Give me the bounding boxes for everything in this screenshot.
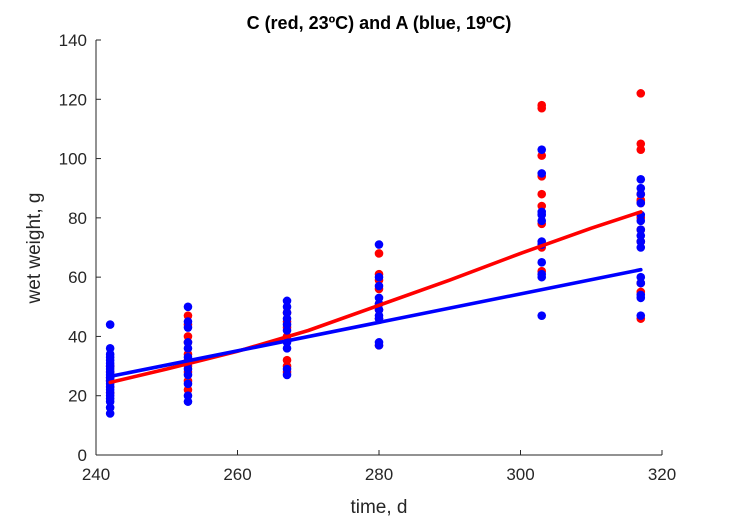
x-axis-label: time, d bbox=[350, 497, 407, 518]
chart-title: C (red, 23ºC) and A (blue, 19ºC) bbox=[247, 13, 512, 33]
data-point bbox=[105, 343, 115, 353]
data-point bbox=[183, 317, 193, 326]
data-point bbox=[282, 302, 292, 312]
series-1-fit-line bbox=[108, 267, 643, 379]
data-point bbox=[374, 338, 384, 347]
data-point bbox=[636, 189, 646, 199]
data-point bbox=[374, 249, 384, 258]
data-point bbox=[105, 403, 115, 412]
plot-area bbox=[105, 89, 646, 418]
data-point bbox=[537, 151, 547, 160]
data-point bbox=[282, 320, 292, 329]
data-point bbox=[636, 290, 646, 300]
x-tick-label: 320 bbox=[648, 465, 676, 484]
data-point bbox=[537, 100, 547, 110]
y-tick-label: 120 bbox=[59, 90, 87, 109]
data-point bbox=[282, 364, 292, 374]
data-point bbox=[636, 278, 646, 288]
data-point bbox=[183, 343, 193, 353]
y-tick-label: 0 bbox=[78, 446, 87, 465]
data-point bbox=[105, 349, 115, 359]
data-point bbox=[537, 201, 547, 211]
data-point bbox=[183, 302, 193, 312]
y-tick-label: 80 bbox=[68, 209, 87, 228]
data-point bbox=[183, 323, 193, 332]
y-tick-label: 100 bbox=[59, 150, 87, 169]
data-point bbox=[537, 269, 547, 279]
data-point bbox=[282, 326, 292, 335]
x-tick-label: 280 bbox=[365, 465, 393, 484]
data-point bbox=[183, 379, 193, 389]
data-point bbox=[636, 198, 646, 208]
data-point bbox=[636, 237, 646, 246]
y-tick-label: 20 bbox=[68, 387, 87, 406]
data-point bbox=[636, 311, 646, 320]
data-point bbox=[636, 89, 646, 98]
data-point bbox=[636, 225, 646, 235]
data-point bbox=[282, 355, 292, 365]
data-point bbox=[282, 296, 292, 306]
data-point bbox=[183, 397, 193, 406]
data-point bbox=[183, 370, 193, 380]
data-point bbox=[282, 343, 292, 353]
data-point bbox=[183, 311, 193, 320]
y-tick-label: 140 bbox=[59, 31, 87, 50]
data-point bbox=[636, 272, 646, 282]
data-point bbox=[636, 175, 646, 184]
data-point bbox=[537, 311, 547, 320]
data-point bbox=[374, 281, 384, 291]
data-point bbox=[183, 364, 193, 374]
data-point bbox=[105, 409, 115, 418]
data-point bbox=[282, 370, 292, 380]
series-1-points bbox=[105, 145, 646, 418]
data-point bbox=[183, 385, 193, 395]
data-point bbox=[636, 216, 646, 226]
data-point bbox=[183, 391, 193, 401]
data-point bbox=[636, 139, 646, 149]
data-point bbox=[537, 145, 547, 154]
data-point bbox=[636, 145, 646, 154]
y-tick-label: 60 bbox=[68, 268, 87, 287]
series-0-fit-line bbox=[108, 210, 643, 385]
data-point bbox=[374, 293, 384, 303]
data-point bbox=[636, 231, 646, 240]
x-tick-label: 240 bbox=[82, 465, 110, 484]
x-axis-ticks: 240 260 280 300 320 bbox=[82, 450, 676, 484]
data-point bbox=[537, 169, 547, 178]
data-point bbox=[183, 332, 193, 341]
data-point bbox=[537, 216, 547, 226]
data-point bbox=[282, 308, 292, 318]
data-point bbox=[374, 311, 384, 320]
data-point bbox=[636, 243, 646, 252]
data-point bbox=[374, 240, 384, 249]
y-axis-ticks: 0 20 40 60 80 100 120 140 bbox=[59, 31, 101, 465]
data-point bbox=[282, 314, 292, 323]
y-tick-label: 40 bbox=[68, 327, 87, 346]
data-point bbox=[374, 272, 384, 282]
data-point bbox=[636, 183, 646, 193]
data-point bbox=[537, 207, 547, 217]
data-point bbox=[537, 189, 547, 199]
x-tick-label: 300 bbox=[506, 465, 534, 484]
data-point bbox=[105, 320, 115, 329]
data-point bbox=[537, 258, 547, 267]
data-point bbox=[183, 338, 193, 347]
y-axis-label: wet weight, g bbox=[24, 193, 45, 305]
x-tick-label: 260 bbox=[223, 465, 251, 484]
